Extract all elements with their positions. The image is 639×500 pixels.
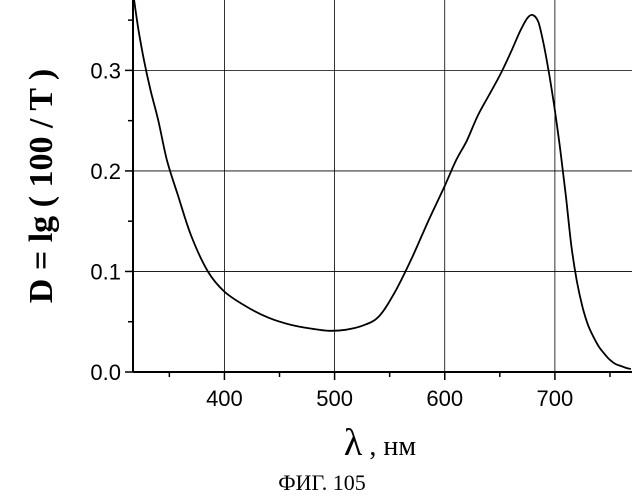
- series-layer: [134, 0, 631, 369]
- ticks: 400 500 600 700 0.0 0.1 0.2 0.3: [90, 20, 610, 411]
- x-axis-title: λ , нм: [344, 422, 416, 464]
- x-tick-label: 500: [316, 386, 353, 411]
- absorbance-series-line: [134, 0, 631, 369]
- x-tick-label: 400: [206, 386, 243, 411]
- y-tick-label: 0.0: [90, 360, 121, 385]
- y-tick-label: 0.3: [90, 58, 121, 83]
- y-tick-label: 0.1: [90, 259, 121, 284]
- y-axis-title: D = lg ( 100 / T ): [23, 69, 60, 303]
- x-tick-label: 700: [537, 386, 574, 411]
- x-tick-label: 600: [426, 386, 463, 411]
- figure-caption: ФИГ. 105: [278, 470, 366, 495]
- axes: [133, 0, 632, 372]
- x-axis-unit: , нм: [362, 431, 416, 462]
- grid: [133, 0, 632, 372]
- x-axis-symbol: λ: [344, 422, 363, 464]
- y-tick-label: 0.2: [90, 159, 121, 184]
